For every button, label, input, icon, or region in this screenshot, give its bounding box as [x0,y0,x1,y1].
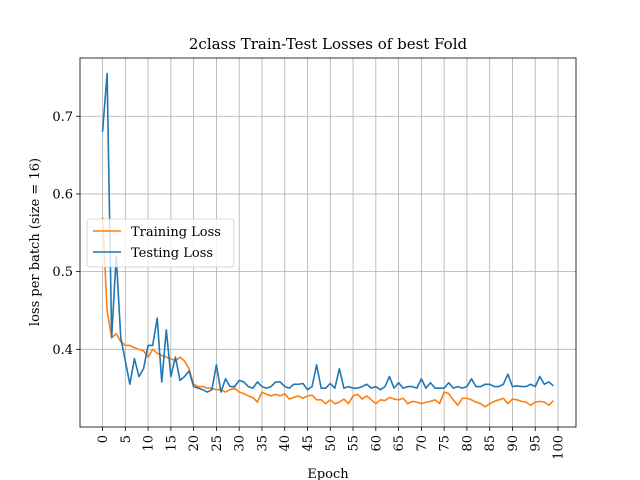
x-tick-label: 55 [347,435,362,452]
series-lines [101,72,555,408]
x-tick-label: 35 [255,435,270,452]
x-tick-label: 85 [483,435,498,452]
x-tick-label: 30 [233,435,248,452]
x-tick-label: 15 [164,435,179,452]
axis-ticks: 0 5 10 15 20 25 30 35 40 45 50 55 60 65 70 75 80 85 90 95 10… [52,110,566,460]
x-tick-label: 20 [187,435,202,452]
x-tick-label: 60 [369,435,384,452]
y-tick-label: 0.5 [52,265,73,280]
x-tick-label: 90 [506,435,521,452]
training-loss-line [101,217,555,408]
x-tick-label: 40 [278,435,293,452]
y-tick-label: 0.6 [52,187,73,202]
x-tick-label: 0 [96,435,111,443]
x-tick-label: 75 [438,435,453,452]
x-tick-label: 100 [552,435,567,460]
x-tick-label: 65 [392,435,407,452]
legend-box [86,218,235,268]
plot-frame [79,57,577,428]
x-tick-label: 25 [210,435,225,452]
x-tick-label: 80 [460,435,475,452]
legend: Training Loss Testing Loss [86,218,235,268]
chart-title: 2class Train-Test Losses of best Fold [189,35,468,53]
x-axis-label: Epoch [307,467,349,480]
x-tick-label: 10 [142,435,157,452]
grid [80,58,576,427]
testing-loss-line [101,72,554,393]
y-tick-label: 0.7 [52,110,73,125]
x-tick-label: 45 [301,435,316,452]
x-tick-label: 50 [324,435,339,452]
y-axis-label: loss per batch (size = 16) [28,158,43,326]
legend-label-training: Training Loss [131,225,221,240]
x-tick-label: 70 [415,435,430,452]
x-tick-label: 95 [529,435,544,452]
x-tick-label: 5 [119,435,134,443]
legend-label-testing: Testing Loss [131,246,213,261]
y-tick-label: 0.4 [52,343,73,358]
